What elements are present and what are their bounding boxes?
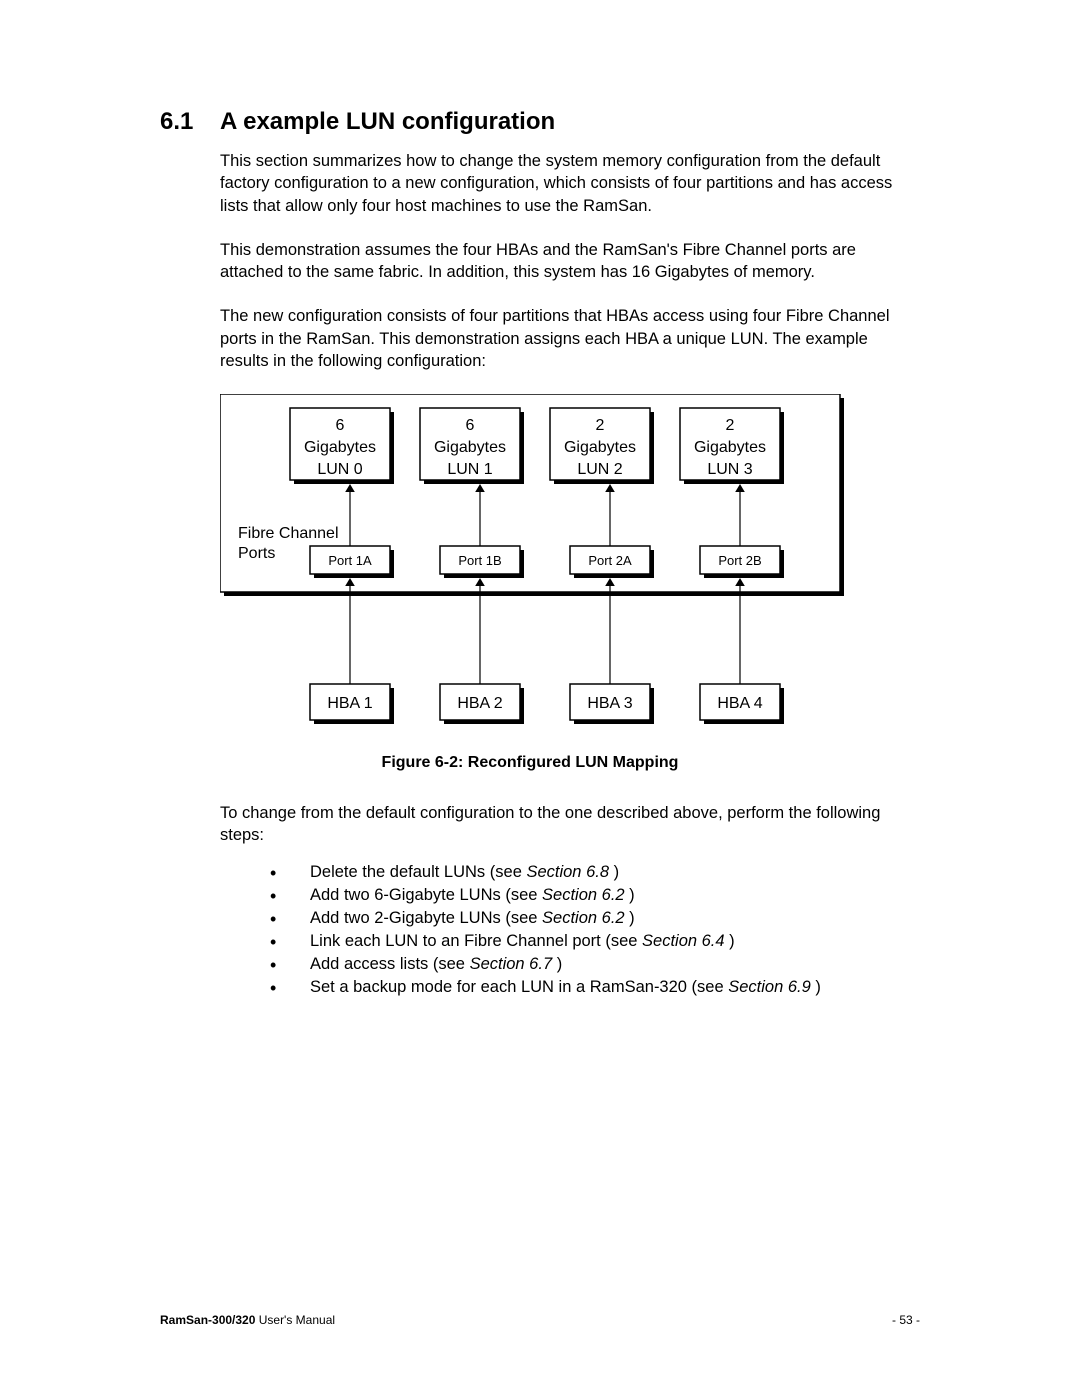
section-reference: Section 6.7 xyxy=(470,955,553,973)
footer-page: - 53 - xyxy=(892,1313,920,1327)
step-item: Set a backup mode for each LUN in a RamS… xyxy=(270,976,920,999)
svg-text:HBA 2: HBA 2 xyxy=(457,695,502,712)
step-item: Add two 2-Gigabyte LUNs (see Section 6.2… xyxy=(270,907,920,930)
svg-text:LUN 1: LUN 1 xyxy=(447,461,492,478)
step-item: Add two 6-Gigabyte LUNs (see Section 6.2… xyxy=(270,884,920,907)
footer-title: RamSan-300/320 User's Manual xyxy=(160,1313,335,1327)
paragraph-1: This section summarizes how to change th… xyxy=(220,150,920,217)
step-item: Add access lists (see Section 6.7 ) xyxy=(270,953,920,976)
svg-text:2: 2 xyxy=(596,417,605,434)
svg-text:Gigabytes: Gigabytes xyxy=(434,439,506,456)
step-item: Delete the default LUNs (see Section 6.8… xyxy=(270,861,920,884)
svg-text:LUN 0: LUN 0 xyxy=(317,461,362,478)
paragraph-2: This demonstration assumes the four HBAs… xyxy=(220,239,920,284)
svg-text:Gigabytes: Gigabytes xyxy=(694,439,766,456)
svg-text:Port 1A: Port 1A xyxy=(328,553,372,568)
svg-text:HBA 1: HBA 1 xyxy=(327,695,372,712)
steps-list: Delete the default LUNs (see Section 6.8… xyxy=(270,861,920,1000)
svg-text:6: 6 xyxy=(336,417,345,434)
svg-text:Gigabytes: Gigabytes xyxy=(564,439,636,456)
svg-text:Port 2B: Port 2B xyxy=(718,553,761,568)
svg-text:Gigabytes: Gigabytes xyxy=(304,439,376,456)
steps-intro: To change from the default configuration… xyxy=(220,802,920,847)
paragraph-3: The new configuration consists of four p… xyxy=(220,305,920,372)
section-reference: Section 6.2 xyxy=(542,909,625,927)
svg-text:Port 2A: Port 2A xyxy=(588,553,632,568)
svg-text:HBA 3: HBA 3 xyxy=(587,695,632,712)
svg-text:Fibre Channel: Fibre Channel xyxy=(238,525,339,542)
section-reference: Section 6.2 xyxy=(542,886,625,904)
step-item: Link each LUN to an Fibre Channel port (… xyxy=(270,930,920,953)
svg-text:6: 6 xyxy=(466,417,475,434)
section-title: A example LUN configuration xyxy=(220,108,555,136)
svg-text:HBA 4: HBA 4 xyxy=(717,695,762,712)
section-reference: Section 6.9 xyxy=(728,978,811,996)
figure-caption: Figure 6-2: Reconfigured LUN Mapping xyxy=(220,754,840,772)
svg-text:LUN 3: LUN 3 xyxy=(707,461,752,478)
svg-text:LUN 2: LUN 2 xyxy=(577,461,622,478)
section-number: 6.1 xyxy=(160,108,220,136)
svg-text:2: 2 xyxy=(726,417,735,434)
svg-text:Ports: Ports xyxy=(238,545,275,562)
section-reference: Section 6.8 xyxy=(526,863,609,881)
section-reference: Section 6.4 xyxy=(642,932,725,950)
svg-text:Port 1B: Port 1B xyxy=(458,553,501,568)
lun-diagram: 6 Gigabytes LUN 0 6 Gigabytes LUN 1 2 Gigabytes… xyxy=(220,394,920,734)
